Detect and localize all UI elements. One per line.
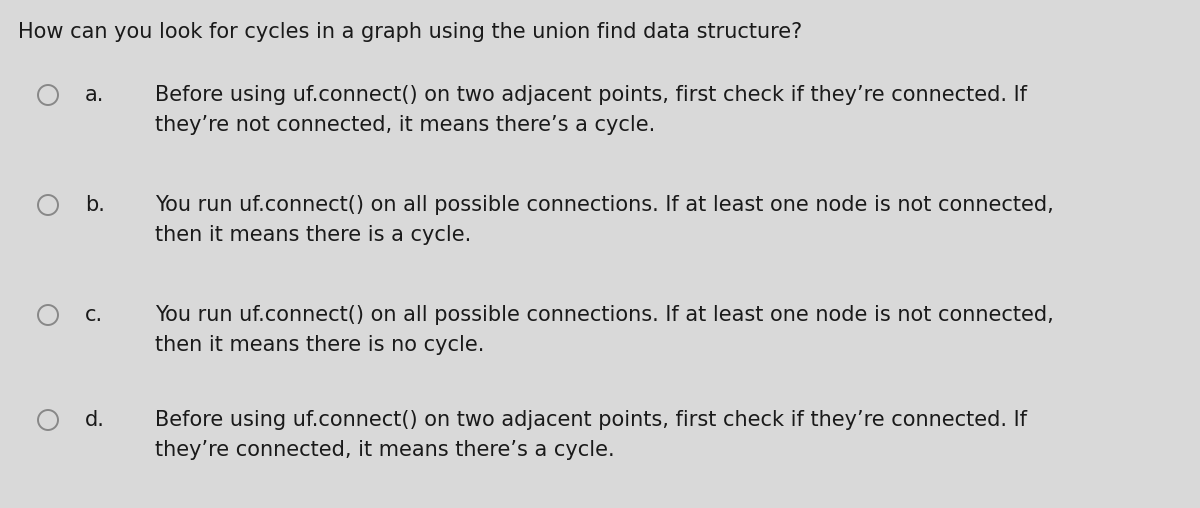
Text: d.: d. — [85, 410, 104, 430]
Text: a.: a. — [85, 85, 104, 105]
Text: c.: c. — [85, 305, 103, 325]
Text: b.: b. — [85, 195, 104, 215]
Text: You run uf.connect() on all possible connections. If at least one node is not co: You run uf.connect() on all possible con… — [155, 305, 1054, 325]
Text: You run uf.connect() on all possible connections. If at least one node is not co: You run uf.connect() on all possible con… — [155, 195, 1054, 215]
Text: Before using uf.connect() on two adjacent points, first check if they’re connect: Before using uf.connect() on two adjacen… — [155, 85, 1027, 105]
Text: then it means there is no cycle.: then it means there is no cycle. — [155, 335, 485, 355]
Text: they’re not connected, it means there’s a cycle.: they’re not connected, it means there’s … — [155, 115, 655, 135]
Text: Before using uf.connect() on two adjacent points, first check if they’re connect: Before using uf.connect() on two adjacen… — [155, 410, 1027, 430]
Text: they’re connected, it means there’s a cycle.: they’re connected, it means there’s a cy… — [155, 440, 614, 460]
Text: then it means there is a cycle.: then it means there is a cycle. — [155, 225, 472, 245]
Text: How can you look for cycles in a graph using the union find data structure?: How can you look for cycles in a graph u… — [18, 22, 803, 42]
